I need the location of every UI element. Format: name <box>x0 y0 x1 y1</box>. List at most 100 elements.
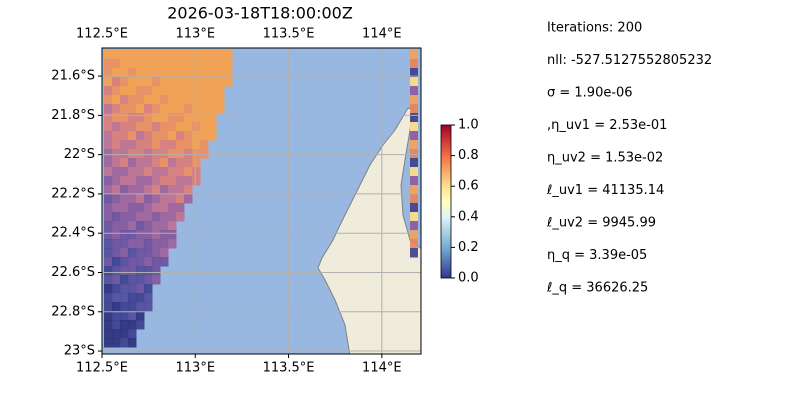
field-cell <box>160 248 169 258</box>
field-cell <box>410 194 418 204</box>
lat-tick-label: 23°S <box>64 344 95 359</box>
field-cell <box>160 95 169 105</box>
field-cell <box>104 149 113 159</box>
field-cell <box>192 113 201 123</box>
field-cell <box>128 176 137 186</box>
field-cell <box>136 167 145 177</box>
lat-tick-label: 21.6°S <box>51 69 95 84</box>
field-cell <box>120 212 129 222</box>
field-cell <box>152 122 161 132</box>
field-cell <box>120 302 129 312</box>
field-cell <box>176 176 185 186</box>
field-cell <box>160 203 169 213</box>
field-cell <box>200 122 209 132</box>
field-cell <box>410 203 418 213</box>
field-cell <box>104 158 113 168</box>
field-cell <box>160 50 169 60</box>
field-cell <box>128 320 137 330</box>
field-cell <box>112 293 121 303</box>
field-cell <box>152 50 161 60</box>
field-cell <box>120 104 129 114</box>
field-cell <box>184 86 193 96</box>
field-cell <box>112 320 121 330</box>
field-cell <box>104 113 113 123</box>
field-cell <box>112 194 121 204</box>
lat-tick-label: 22.4°S <box>51 226 95 241</box>
field-cell <box>176 122 185 132</box>
field-cell <box>112 140 121 150</box>
field-cell <box>112 311 121 321</box>
field-cell <box>104 167 113 177</box>
field-cell <box>144 140 153 150</box>
field-cell <box>168 104 177 114</box>
field-cell <box>112 113 121 123</box>
field-cell <box>136 230 145 240</box>
field-cell <box>168 50 177 60</box>
info-line: ,η_uv1 = 2.53e-01 <box>547 118 667 133</box>
field-cell <box>144 239 153 249</box>
field-cell <box>120 221 129 231</box>
field-cell <box>160 185 169 195</box>
field-cell <box>160 149 169 159</box>
field-cell <box>104 275 113 285</box>
field-cell <box>176 149 185 159</box>
field-cell <box>144 266 153 276</box>
field-cell <box>120 185 129 195</box>
field-cell <box>168 122 177 132</box>
field-cell <box>176 50 185 60</box>
field-cell <box>120 59 129 69</box>
field-cell <box>208 122 217 132</box>
field-cell <box>136 302 145 312</box>
field-cell <box>184 113 193 123</box>
field-cell <box>120 149 129 159</box>
field-cell <box>120 194 129 204</box>
field-cell <box>192 149 201 159</box>
field-cell <box>168 158 177 168</box>
field-cell <box>160 122 169 132</box>
field-cell <box>144 158 153 168</box>
field-cell <box>136 194 145 204</box>
field-cell <box>160 68 169 78</box>
field-cell <box>144 203 153 213</box>
field-cell <box>112 221 121 231</box>
field-cell <box>120 68 129 78</box>
field-cell <box>120 239 129 249</box>
field-cell <box>152 68 161 78</box>
field-cell <box>112 329 121 339</box>
field-cell <box>184 95 193 105</box>
field-cell <box>152 140 161 150</box>
field-cell <box>120 50 129 60</box>
field-cell <box>120 284 129 294</box>
field-cell <box>120 77 129 87</box>
field-cell <box>200 86 209 96</box>
field-cell <box>184 149 193 159</box>
field-cell <box>144 77 153 87</box>
lat-tick-label: 21.8°S <box>51 108 95 123</box>
field-cell <box>104 176 113 186</box>
field-cell <box>120 122 129 132</box>
field-cell <box>104 239 113 249</box>
field-cell <box>410 140 418 150</box>
field-cell <box>176 104 185 114</box>
field-cell <box>410 86 418 96</box>
field-cell <box>160 131 169 141</box>
field-cell <box>410 68 418 78</box>
field-cell <box>120 257 129 267</box>
field-cell <box>120 275 129 285</box>
field-cell <box>184 158 193 168</box>
field-cell <box>200 77 209 87</box>
info-line: nll: -527.5127552805232 <box>547 53 712 68</box>
field-cell <box>144 212 153 222</box>
field-cell <box>128 185 137 195</box>
field-cell <box>160 221 169 231</box>
field-cell <box>200 68 209 78</box>
field-cell <box>144 149 153 159</box>
field-cell <box>224 50 233 60</box>
lon-tick-label: 112.5°E <box>76 27 128 42</box>
field-cell <box>200 131 209 141</box>
field-cell <box>104 185 113 195</box>
field-cell <box>144 230 153 240</box>
field-cell <box>208 50 217 60</box>
field-cell <box>152 185 161 195</box>
lon-tick-label: 112.5°E <box>76 361 128 376</box>
